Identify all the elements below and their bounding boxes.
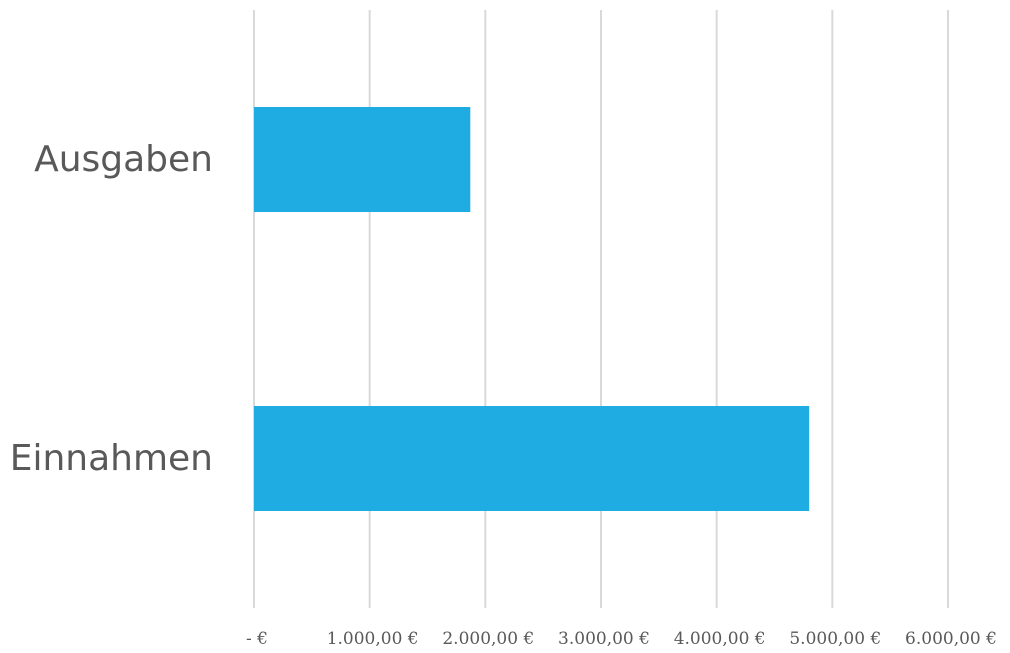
x-tick-label-2: 2.000,00 €	[442, 629, 534, 649]
x-tick-label-6: 6.000,00 €	[905, 629, 997, 649]
bar-ausgaben	[254, 107, 471, 212]
bar-einnahmen	[254, 406, 810, 511]
bars	[254, 107, 810, 511]
x-tick-label-1: 1.000,00 €	[327, 629, 419, 649]
x-tick-label-5: 5.000,00 €	[789, 629, 881, 649]
category-label-ausgaben: Ausgaben	[34, 139, 213, 180]
category-labels: Ausgaben Einnahmen	[10, 139, 213, 479]
x-tick-label-3: 3.000,00 €	[558, 629, 650, 649]
x-tick-label-4: 4.000,00 €	[674, 629, 766, 649]
x-axis-tick-labels: - € 1.000,00 € 2.000,00 € 3.000,00 € 4.000,0…	[246, 629, 997, 649]
gridlines	[253, 10, 949, 608]
category-label-einnahmen: Einnahmen	[10, 438, 213, 479]
x-tick-label-0: - €	[246, 629, 268, 649]
